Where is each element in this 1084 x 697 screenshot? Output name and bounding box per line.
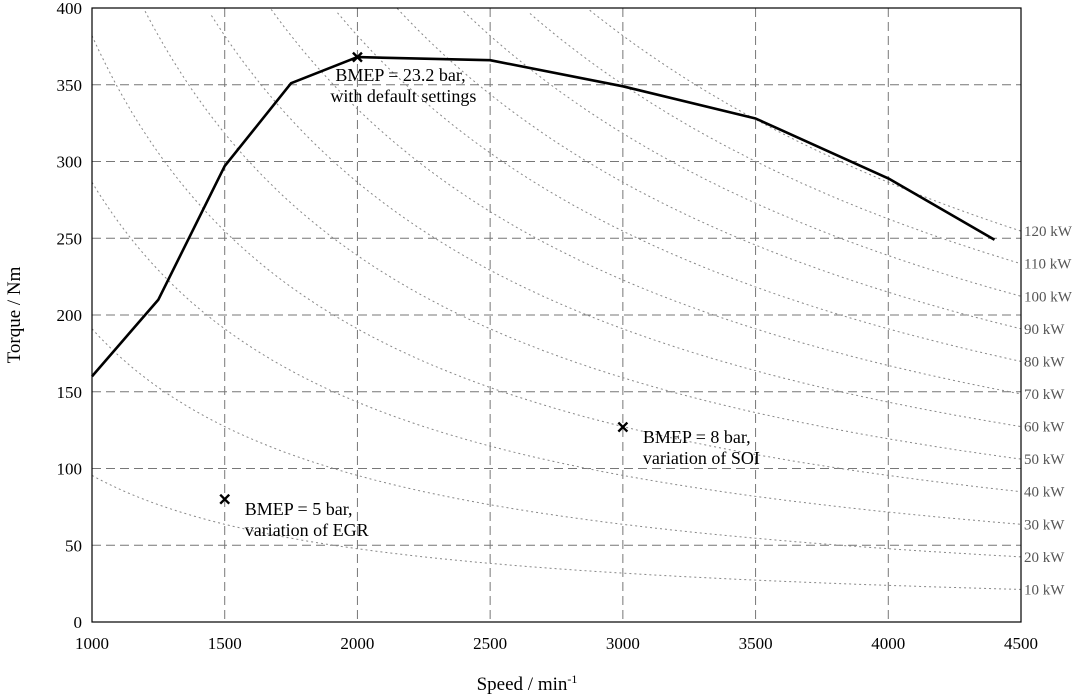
x-tick-label: 1500 <box>208 634 242 653</box>
y-tick-label: 100 <box>57 460 83 479</box>
x-tick-label: 4000 <box>871 634 905 653</box>
power-isoline-10kW <box>91 474 1022 590</box>
point-annotation-line2: variation of SOI <box>643 448 760 468</box>
power-isoline-label: 110 kW <box>1024 257 1072 273</box>
power-isoline-label: 10 kW <box>1024 582 1065 598</box>
power-isoline-100kW <box>463 10 1022 297</box>
power-isoline-label: 50 kW <box>1024 452 1065 468</box>
y-tick-label: 150 <box>57 383 83 402</box>
power-isoline-60kW <box>210 15 1022 428</box>
plot-frame <box>91 7 1022 623</box>
y-tick-label: 300 <box>57 153 83 172</box>
x-tick-label: 3000 <box>606 634 640 653</box>
y-axis-label: Torque / Nm <box>4 266 25 363</box>
point-annotation-line2: variation of EGR <box>245 520 369 540</box>
x-marker <box>352 51 363 63</box>
grid <box>92 8 1021 622</box>
power-isoline-label: 100 kW <box>1024 289 1073 305</box>
power-isoline-label: 70 kW <box>1024 387 1065 403</box>
power-isoline-30kW <box>91 182 1022 525</box>
power-isoline-label: 60 kW <box>1024 420 1065 436</box>
y-tick-label: 0 <box>74 613 83 632</box>
power-isolines <box>91 8 1022 590</box>
power-isoline-label: 20 kW <box>1024 550 1065 566</box>
x-marker <box>617 421 629 433</box>
power-isoline-90kW <box>396 8 1022 330</box>
power-isoline-120kW <box>589 9 1022 232</box>
y-tick-label: 200 <box>57 306 83 325</box>
y-tick-labels: 0 50 100 150 200 250 300 350 400 <box>57 0 83 632</box>
y-tick-label: 50 <box>65 536 82 555</box>
power-isoline-label: 30 kW <box>1024 517 1065 533</box>
power-isoline-label: 120 kW <box>1024 224 1073 240</box>
full-load-line <box>91 55 996 378</box>
point-annotation-line1: BMEP = 5 bar, <box>245 499 353 519</box>
power-isoline-label: 80 kW <box>1024 354 1065 370</box>
power-isoline-label: 40 kW <box>1024 485 1065 501</box>
x-tick-label: 4500 <box>1004 634 1038 653</box>
power-isoline-20kW <box>91 328 1022 558</box>
y-tick-label: 350 <box>57 76 83 95</box>
x-tick-label: 2000 <box>340 634 374 653</box>
operating-point-3: BMEP = 5 bar,variation of EGR <box>219 493 369 540</box>
power-isoline-labels: 10 kW 20 kW 30 kW 40 kW 50 kW 60 kW 70 kW 80 kW… <box>1024 224 1073 598</box>
power-isoline-label: 90 kW <box>1024 322 1065 338</box>
operating-point-1: BMEP = 23.2 bar,with default settings <box>330 51 476 106</box>
x-tick-label: 1000 <box>75 634 109 653</box>
y-tick-label: 250 <box>57 229 83 248</box>
x-tick-label: 2500 <box>473 634 507 653</box>
full-load-curve <box>91 55 996 378</box>
power-isoline-70kW <box>270 9 1022 395</box>
x-tick-labels: 1000 1500 2000 2500 3000 3500 4000 4500 <box>75 634 1038 653</box>
operating-points: BMEP = 23.2 bar,with default settingsBME… <box>219 51 760 540</box>
point-annotation-line1: BMEP = 8 bar, <box>643 427 751 447</box>
power-isoline-40kW <box>91 35 1022 493</box>
operating-point-2: BMEP = 8 bar,variation of SOI <box>617 421 760 468</box>
x-tick-label: 3500 <box>739 634 773 653</box>
point-annotation-line2: with default settings <box>330 86 476 106</box>
x-marker <box>219 493 231 505</box>
power-isoline-110kW <box>529 13 1022 265</box>
y-tick-label: 400 <box>57 0 83 18</box>
x-axis-label: Speed / min-1 <box>477 672 578 695</box>
point-annotation-line1: BMEP = 23.2 bar, <box>335 65 465 85</box>
